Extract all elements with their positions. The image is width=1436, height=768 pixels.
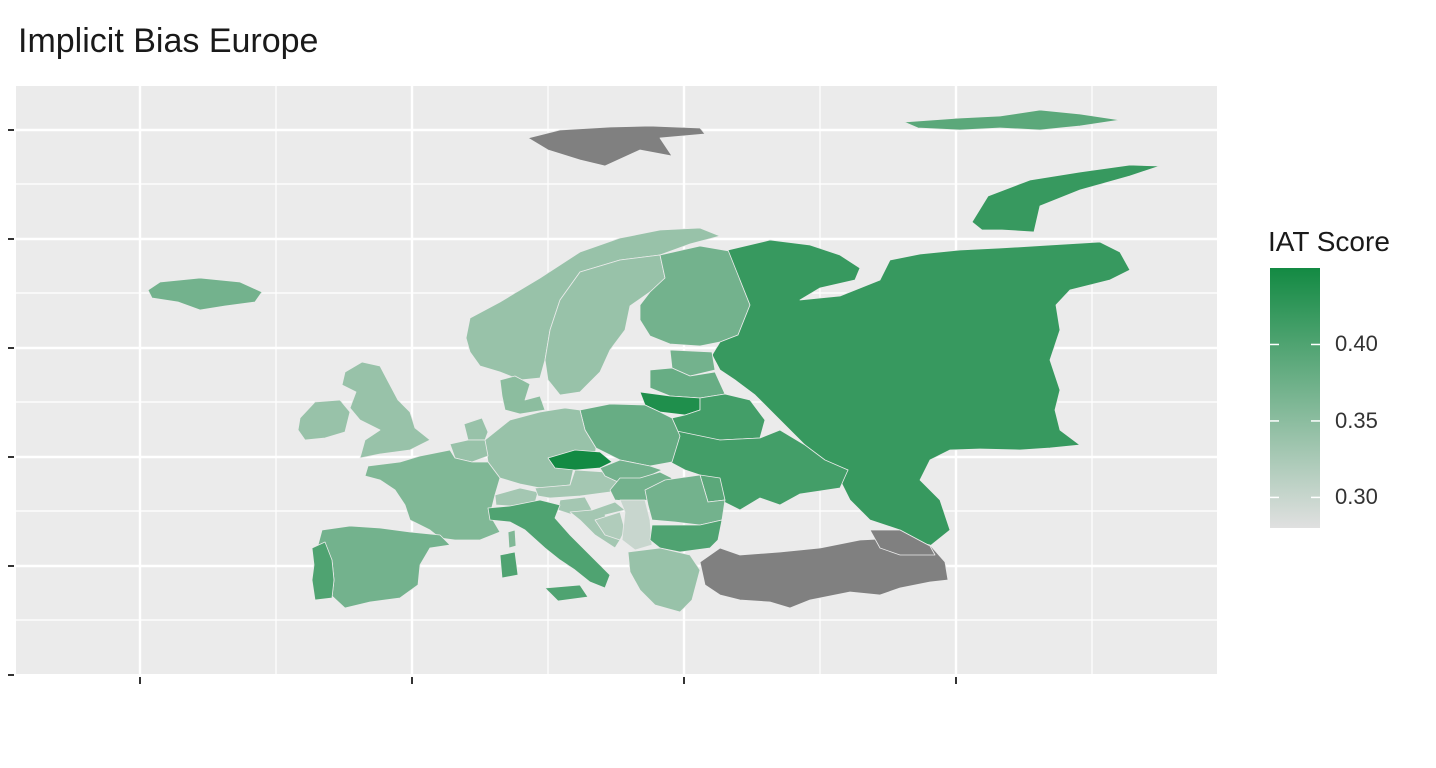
region-france	[364, 449, 501, 541]
axis-ticks	[8, 129, 957, 684]
legend-tick-label: 0.35	[1335, 407, 1378, 433]
region-sardinia	[499, 551, 519, 579]
region-netherlands	[463, 417, 489, 441]
region-italy	[487, 499, 611, 589]
region-united-kingdom	[341, 361, 431, 459]
region-iceland	[147, 277, 263, 311]
region-greece	[627, 547, 701, 613]
region-portugal	[311, 541, 335, 601]
region-bulgaria	[649, 519, 723, 553]
region-czechia	[547, 449, 613, 471]
map-title: Implicit Bias Europe	[18, 22, 319, 60]
legend-colorbar	[1270, 268, 1320, 528]
region-russia	[711, 239, 1131, 547]
region-svalbard	[527, 125, 706, 167]
region-turkey	[699, 537, 949, 609]
legend-title: IAT Score	[1268, 226, 1390, 257]
region-serbia	[619, 499, 653, 551]
legend-tick-label: 0.40	[1335, 331, 1378, 357]
region-estonia	[669, 349, 716, 377]
region-georgia	[869, 529, 936, 556]
region-sicily	[544, 584, 589, 602]
region-franz-josef-land	[903, 109, 1121, 131]
legend-ticks	[1270, 343, 1320, 499]
region-corsica	[507, 529, 517, 549]
region-novaya-zemlya	[971, 164, 1161, 233]
region-ireland	[297, 399, 351, 441]
legend-tick-label: 0.30	[1335, 484, 1378, 510]
region-denmark	[499, 375, 546, 415]
